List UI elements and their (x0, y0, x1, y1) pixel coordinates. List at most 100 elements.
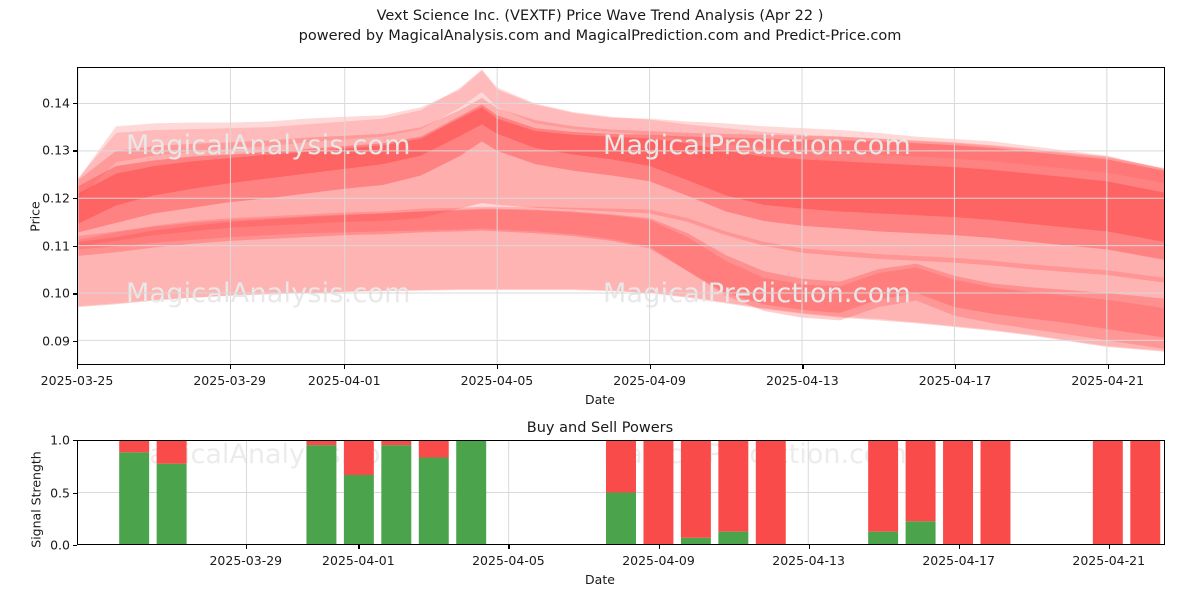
power-ytick-mark (73, 440, 77, 442)
buy-power-bar[interactable] (418, 457, 449, 544)
power-chart-title: Buy and Sell Powers (526, 420, 674, 436)
price-x-axis-title: Date (585, 392, 615, 407)
power-xtick-mark (808, 545, 810, 549)
buy-power-bar[interactable] (606, 492, 636, 545)
power-x-axis-title: Date (585, 572, 615, 587)
power-xtick-mark (958, 545, 960, 549)
sell-power-bar[interactable] (718, 441, 749, 532)
sell-power-bar[interactable] (868, 441, 899, 532)
power-xtick-mark (358, 545, 360, 549)
power-xtick-label: 2025-04-17 (922, 553, 995, 568)
buy-power-bar[interactable] (343, 474, 374, 544)
power-xtick-label: 2025-04-05 (472, 553, 545, 568)
price-ytick-mark (73, 293, 77, 295)
power-ytick-label: 1.0 (50, 432, 70, 448)
sell-power-bar[interactable] (943, 441, 974, 544)
buy-power-bar[interactable] (381, 445, 412, 544)
price-xtick-mark (344, 365, 346, 369)
power-bars-svg (119, 441, 1161, 545)
buy-power-bar[interactable] (119, 452, 150, 544)
sell-power-bar[interactable] (306, 441, 337, 446)
price-ytick-label: 0.14 (42, 95, 70, 111)
price-xtick-mark (955, 365, 957, 369)
power-xtick-mark (508, 545, 510, 549)
sell-power-bar[interactable] (980, 441, 1011, 544)
power-plot-area: MagicalAnalysis.com MagicalPrediction.co… (77, 440, 1165, 545)
sell-power-bar[interactable] (755, 441, 786, 544)
sell-power-bar[interactable] (156, 441, 187, 464)
power-ytick-mark (73, 545, 77, 547)
power-ytick-label: 0.5 (50, 485, 70, 500)
price-ytick-mark (73, 341, 77, 343)
buy-power-bar[interactable] (306, 445, 337, 544)
page-title: Vext Science Inc. (VEXTF) Price Wave Tre… (376, 8, 824, 24)
buy-power-bar[interactable] (718, 531, 749, 544)
price-wave-chart: MagicalAnalysis.com MagicalPrediction.co… (77, 67, 1165, 365)
sell-power-bar[interactable] (905, 441, 936, 522)
buy-power-bar[interactable] (456, 441, 487, 544)
price-band-lower-support (78, 206, 1164, 352)
price-ytick-mark (73, 198, 77, 200)
price-ytick-label: 0.09 (42, 333, 70, 349)
power-ytick-mark (73, 492, 77, 494)
sell-power-bar[interactable] (606, 441, 636, 493)
page-subtitle: powered by MagicalAnalysis.com and Magic… (298, 28, 902, 44)
sell-power-bar[interactable] (643, 441, 674, 544)
price-ytick-mark (73, 102, 77, 104)
sell-power-bar[interactable] (381, 441, 412, 446)
buy-power-bar[interactable] (156, 463, 187, 544)
price-band-upper-spike (78, 69, 1164, 201)
price-xtick-label: 2025-04-13 (766, 373, 839, 388)
price-xtick-mark (802, 365, 804, 369)
buy-power-bar[interactable] (868, 531, 899, 544)
price-plot-area: MagicalAnalysis.com MagicalPrediction.co… (77, 67, 1165, 365)
sell-power-bar[interactable] (119, 441, 150, 453)
power-xtick-mark (1108, 545, 1110, 549)
sell-power-bar[interactable] (1092, 441, 1123, 544)
price-y-axis-title: Price (27, 201, 43, 232)
price-xtick-mark (1107, 365, 1109, 369)
chart-title-block: Vext Science Inc. (VEXTF) Price Wave Tre… (0, 6, 1200, 46)
price-xtick-label: 2025-04-17 (918, 373, 992, 388)
price-xtick-mark (649, 365, 651, 369)
price-ytick-mark (73, 150, 77, 152)
price-band-svg (78, 69, 1164, 352)
price-xtick-label: 2025-04-09 (613, 373, 686, 388)
sell-power-bar[interactable] (418, 441, 449, 458)
price-xtick-label: 2025-03-25 (40, 373, 114, 388)
price-band-drop-branch (78, 208, 1164, 338)
sell-power-bar[interactable] (1130, 441, 1161, 544)
power-xtick-label: 2025-03-29 (209, 553, 283, 568)
buy-power-bar[interactable] (680, 537, 711, 544)
price-band-mid-wide (78, 97, 1164, 283)
price-band-lower-tail (78, 209, 1164, 349)
power-xtick-mark (658, 545, 660, 549)
price-ytick-label: 0.12 (42, 190, 70, 206)
sell-power-bar[interactable] (343, 441, 374, 475)
price-gridlines (78, 68, 1164, 364)
power-xtick-label: 2025-04-01 (322, 553, 395, 568)
power-xtick-label: 2025-04-09 (622, 553, 695, 568)
price-xtick-label: 2025-04-01 (307, 373, 381, 388)
price-ytick-mark (73, 245, 77, 247)
price-xtick-mark (496, 365, 499, 369)
power-y-axis-title: Signal Strength (28, 451, 44, 548)
power-ytick-label: 0.0 (50, 537, 70, 553)
price-band-outer-upper (78, 70, 1164, 351)
price-xtick-label: 2025-04-05 (460, 373, 534, 388)
price-band-core-dense (78, 104, 1164, 260)
price-xtick-mark (229, 365, 231, 369)
price-ytick-label: 0.10 (42, 285, 70, 301)
power-xtick-mark (245, 545, 247, 549)
price-xtick-mark (77, 365, 79, 369)
price-xtick-label: 2025-03-29 (193, 373, 267, 388)
sell-power-bar[interactable] (680, 441, 711, 538)
price-ytick-label: 0.13 (42, 142, 70, 158)
power-xtick-label: 2025-04-13 (772, 553, 845, 568)
price-band-core-tight (78, 107, 1164, 242)
buy-power-bar[interactable] (905, 521, 936, 544)
buy-sell-powers-chart: MagicalAnalysis.com MagicalPrediction.co… (77, 440, 1165, 545)
price-xtick-label: 2025-04-21 (1071, 373, 1145, 388)
power-xtick-label: 2025-04-21 (1072, 553, 1146, 568)
price-ytick-label: 0.11 (42, 238, 70, 254)
